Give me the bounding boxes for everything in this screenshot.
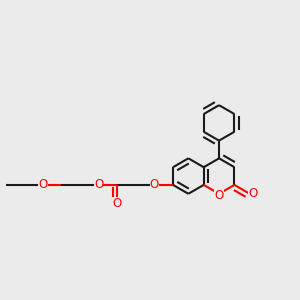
Text: O: O (112, 197, 122, 210)
Text: O: O (38, 178, 47, 191)
Text: O: O (248, 187, 257, 200)
Text: O: O (94, 178, 103, 191)
Text: O: O (150, 178, 159, 191)
Text: O: O (214, 189, 224, 202)
